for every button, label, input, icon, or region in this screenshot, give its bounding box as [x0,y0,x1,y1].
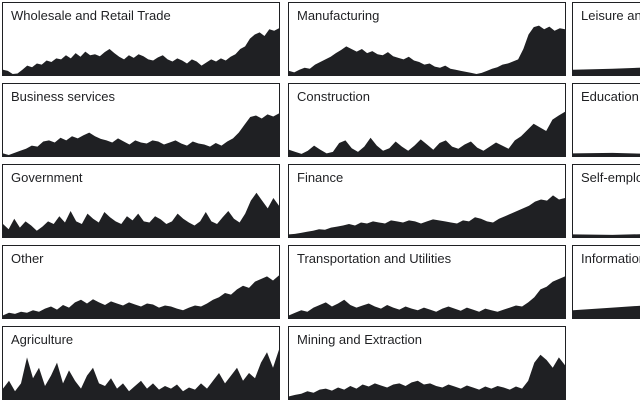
area-chart [289,111,565,156]
area-series [3,349,279,399]
chart-title: Self-employed [581,170,640,185]
chart-panel: Finance [288,164,566,238]
chart-panel: Government [2,164,280,238]
area-chart [3,275,279,318]
area-chart [573,152,640,156]
area-chart [3,192,279,237]
area-chart [3,28,279,75]
chart-panel: Business services [2,83,280,157]
chart-title: Agriculture [11,332,74,347]
chart-title: Wholesale and Retail Trade [11,8,171,23]
chart-title: Business services [11,89,116,104]
chart-title: Leisure and hospitality [581,8,640,23]
area-series [573,234,640,237]
area-chart [3,113,279,156]
chart-panel: Information [572,245,640,319]
area-series [289,195,565,237]
chart-title: Information [581,251,640,266]
chart-title: Manufacturing [297,8,380,23]
area-series [3,192,279,237]
chart-title: Mining and Extraction [297,332,423,347]
area-series [289,276,565,318]
area-chart [289,276,565,318]
area-chart [573,305,640,318]
area-chart [573,234,640,237]
chart-panel: Leisure and hospitality [572,2,640,76]
chart-panel: Education and Health [572,83,640,157]
chart-title: Education and Health [581,89,640,104]
chart-title: Finance [297,170,344,185]
chart-panel: Transportation and Utilities [288,245,566,319]
chart-panel: Self-employed [572,164,640,238]
area-series [289,354,565,399]
chart-title: Government [11,170,83,185]
chart-title: Other [11,251,44,266]
chart-panel: Mining and Extraction [288,326,566,400]
chart-panel: Wholesale and Retail Trade [2,2,280,76]
chart-title: Transportation and Utilities [297,251,452,266]
area-series [289,25,565,75]
area-series [573,305,640,318]
area-series [3,275,279,318]
area-series [3,113,279,156]
area-series [289,111,565,156]
area-series [3,28,279,75]
chart-panel: Agriculture [2,326,280,400]
area-chart [3,349,279,399]
chart-panel: Construction [288,83,566,157]
area-chart [289,195,565,237]
area-series [573,152,640,156]
area-chart [289,25,565,75]
chart-title: Construction [297,89,370,104]
area-chart [289,354,565,399]
area-chart [573,67,640,75]
chart-panel: Manufacturing [288,2,566,76]
area-series [573,67,640,75]
chart-panel: Other [2,245,280,319]
